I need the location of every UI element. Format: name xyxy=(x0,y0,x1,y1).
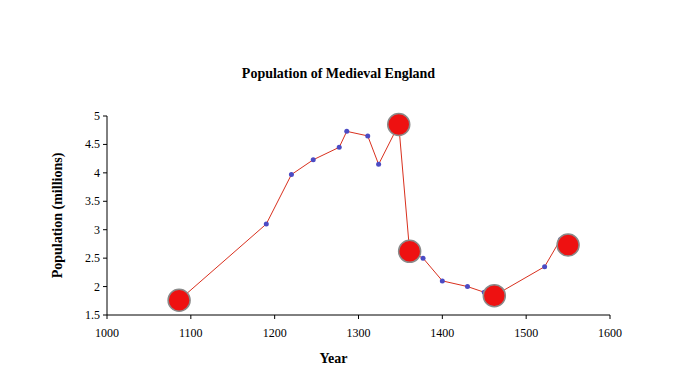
y-tick xyxy=(103,144,107,145)
x-tick xyxy=(358,315,359,319)
point xyxy=(421,256,426,261)
x-tick-label: 1100 xyxy=(179,326,203,340)
x-tick xyxy=(610,315,611,319)
x-tick xyxy=(107,315,108,319)
highlight-point xyxy=(388,114,410,136)
y-tick-label: 3.5 xyxy=(85,194,100,208)
y-tick-label: 3 xyxy=(94,223,100,237)
y-tick xyxy=(103,258,107,259)
y-tick-label: 4.5 xyxy=(85,137,100,151)
y-axis-label: Population (millions) xyxy=(50,152,66,278)
y-tick xyxy=(103,116,107,117)
plot-area xyxy=(168,114,579,312)
point xyxy=(344,129,349,134)
y-tick xyxy=(103,286,107,287)
x-tick xyxy=(442,315,443,319)
y-tick-label: 4 xyxy=(94,166,100,180)
x-tick xyxy=(190,315,191,319)
y-tick-label: 5 xyxy=(94,109,100,123)
y-tick-label: 2.5 xyxy=(85,251,100,265)
point xyxy=(376,162,381,167)
point xyxy=(440,278,445,283)
x-tick-label: 1500 xyxy=(514,326,538,340)
highlight-point xyxy=(168,289,190,311)
x-tick xyxy=(274,315,275,319)
y-axis-line xyxy=(107,116,108,315)
y-tick-label: 2 xyxy=(94,280,100,294)
line xyxy=(179,125,568,301)
point xyxy=(337,145,342,150)
y-tick xyxy=(103,172,107,173)
point xyxy=(465,284,470,289)
x-tick xyxy=(526,315,527,319)
highlight-point xyxy=(483,285,505,307)
point xyxy=(311,157,316,162)
title: Population of Medieval England xyxy=(242,66,436,81)
x-axis-label: Year xyxy=(320,351,348,366)
y-tick xyxy=(103,201,107,202)
x-tick-label: 1200 xyxy=(263,326,287,340)
highlight-point xyxy=(399,240,421,262)
x-tick-label: 1600 xyxy=(598,326,622,340)
x-tick-label: 1400 xyxy=(430,326,454,340)
y-tick xyxy=(103,315,107,316)
x-tick-label: 1000 xyxy=(95,326,119,340)
point xyxy=(289,172,294,177)
point xyxy=(264,222,269,227)
chart: Population of Medieval England Year Popula… xyxy=(0,0,686,390)
y-tick-label: 1.5 xyxy=(85,308,100,322)
point xyxy=(365,133,370,138)
point xyxy=(542,264,547,269)
x-tick-label: 1300 xyxy=(347,326,371,340)
y-tick xyxy=(103,229,107,230)
highlight-point xyxy=(557,234,579,256)
